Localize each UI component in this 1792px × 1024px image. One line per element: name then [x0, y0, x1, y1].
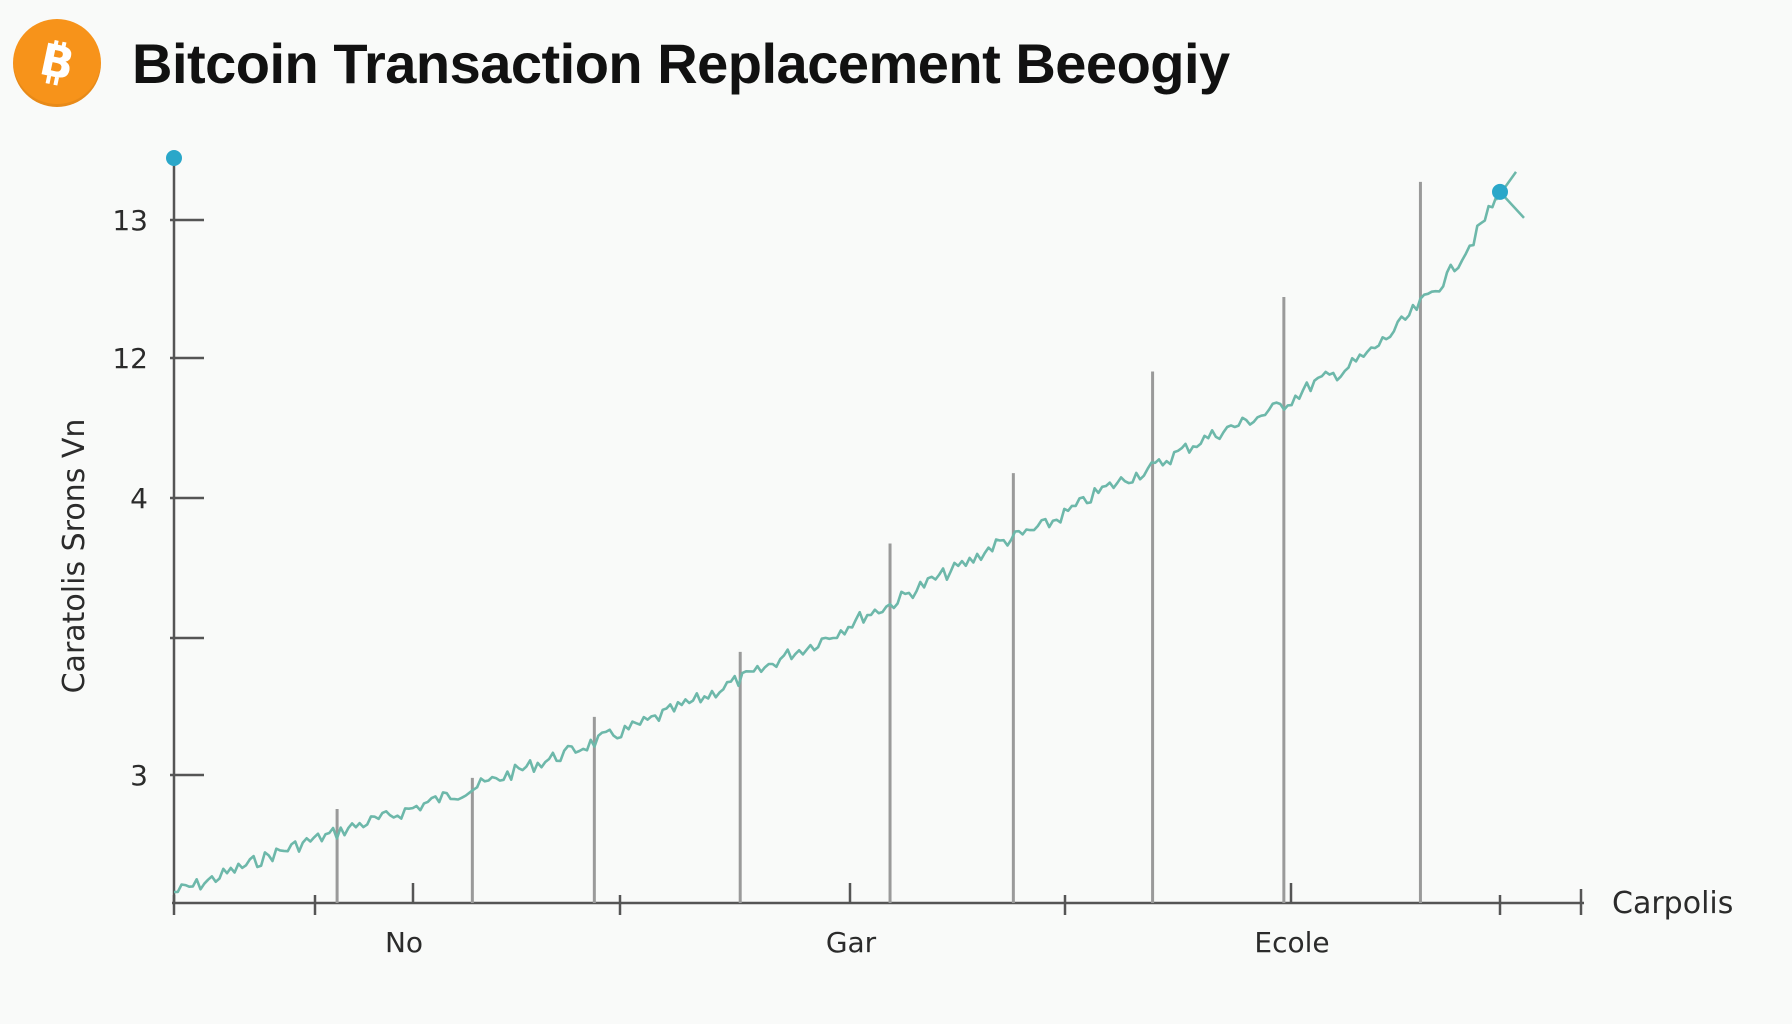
- y-tick-label: 4: [130, 482, 148, 515]
- y-tick-label: 12: [112, 342, 148, 375]
- series-end-dot: [1492, 183, 1508, 200]
- bitcoin-symbol-icon: B: [35, 35, 78, 91]
- y-axis-label: Caratolis Srons Vn: [57, 419, 92, 694]
- x-axis-label: Carpolis: [1612, 886, 1733, 921]
- y-tick-label: 13: [112, 204, 148, 237]
- y-tick-label: 3: [130, 759, 148, 792]
- vertical-marker-lines: [335, 181, 1422, 903]
- series-group: [173, 191, 1502, 894]
- series-line: [173, 191, 1502, 894]
- endpoint-markers: [166, 150, 1525, 219]
- chart-header: B Bitcoin Transaction Replacement Beeogi…: [13, 17, 1230, 109]
- bitcoin-logo-icon: B: [13, 19, 101, 107]
- chart-title: Bitcoin Transaction Replacement Beeogiy: [132, 31, 1230, 95]
- x-tick-label: No: [385, 926, 423, 959]
- x-tick-label: Ecole: [1254, 926, 1329, 959]
- x-axis: No Gar Ecole: [172, 883, 1584, 959]
- y-axis: 3 4 12 13: [112, 158, 204, 903]
- x-tick-label: Gar: [826, 926, 877, 959]
- axis-top-dot: [166, 150, 182, 166]
